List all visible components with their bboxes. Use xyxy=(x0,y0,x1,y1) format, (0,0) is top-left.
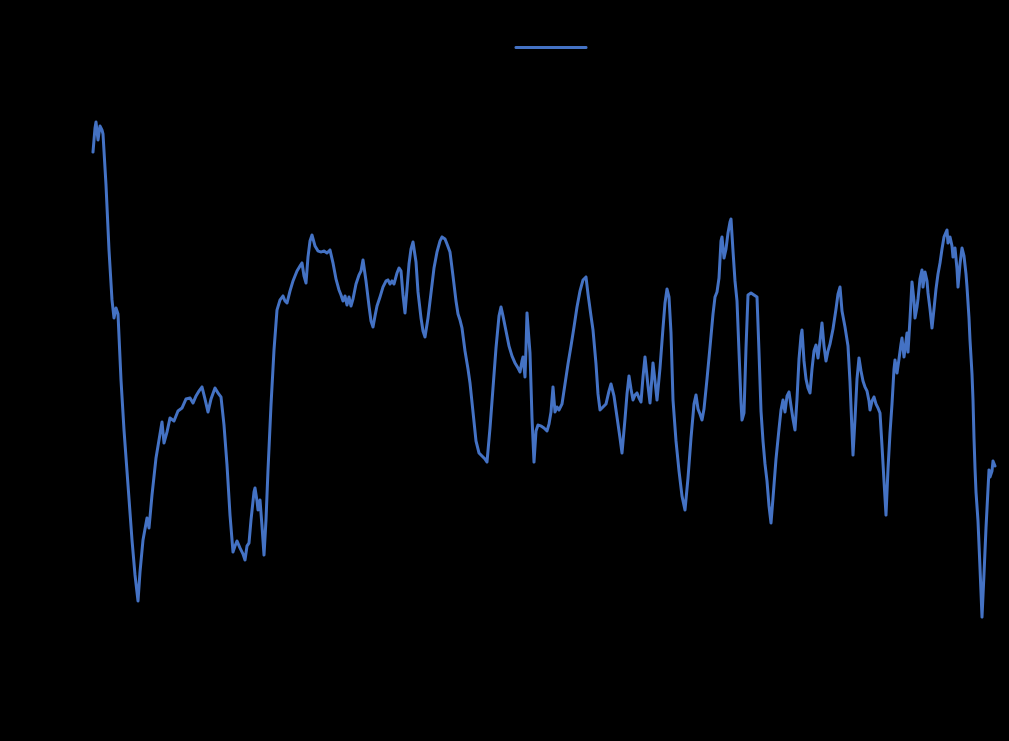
series-line xyxy=(91,120,997,619)
